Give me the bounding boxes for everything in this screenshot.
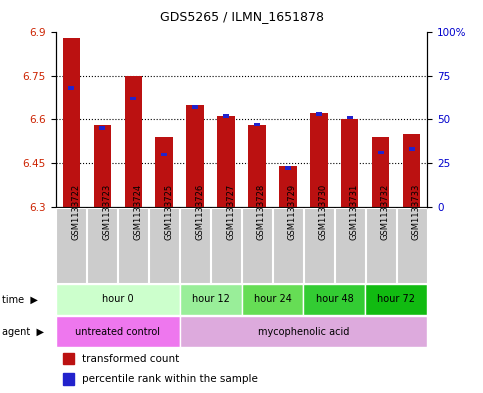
Text: agent  ▶: agent ▶ [2,327,44,337]
FancyBboxPatch shape [242,208,272,283]
FancyBboxPatch shape [273,208,303,283]
Text: GSM1133730: GSM1133730 [319,184,328,240]
Bar [341,119,358,207]
Text: hour 72: hour 72 [377,294,415,305]
FancyBboxPatch shape [118,208,148,283]
FancyBboxPatch shape [211,208,241,283]
Text: hour 12: hour 12 [192,294,229,305]
Text: GSM1133725: GSM1133725 [164,184,173,240]
Text: GDS5265 / ILMN_1651878: GDS5265 / ILMN_1651878 [159,10,324,23]
FancyBboxPatch shape [149,208,179,283]
Text: GSM1133732: GSM1133732 [381,184,390,240]
Bar [254,123,260,126]
Text: GSM1133733: GSM1133733 [412,184,421,240]
Text: GSM1133726: GSM1133726 [195,184,204,240]
FancyBboxPatch shape [397,208,427,283]
Bar [223,114,229,118]
Bar [280,166,297,207]
Bar [161,152,168,156]
Bar [372,137,389,207]
Bar [217,116,235,207]
Bar [129,97,136,100]
FancyBboxPatch shape [304,208,334,283]
Text: transformed count: transformed count [82,354,179,364]
Bar [284,167,291,170]
FancyBboxPatch shape [366,284,427,315]
Bar [378,151,384,154]
Bar [68,86,74,90]
Text: percentile rank within the sample: percentile rank within the sample [82,374,257,384]
Text: hour 48: hour 48 [315,294,354,305]
Bar [403,134,421,207]
Text: untreated control: untreated control [75,327,160,337]
Text: hour 24: hour 24 [254,294,291,305]
Bar [125,75,142,207]
Text: mycophenolic acid: mycophenolic acid [258,327,349,337]
Bar [347,116,354,119]
FancyBboxPatch shape [56,208,86,283]
Bar [62,38,80,207]
FancyBboxPatch shape [180,284,242,315]
Bar [192,105,199,109]
Bar [99,126,105,130]
Bar [63,373,74,385]
Text: GSM1133723: GSM1133723 [102,184,111,240]
FancyBboxPatch shape [242,284,303,315]
Bar [311,114,327,207]
FancyBboxPatch shape [87,208,117,283]
FancyBboxPatch shape [335,208,365,283]
Bar [63,353,74,364]
Text: GSM1133728: GSM1133728 [257,184,266,240]
Bar [315,112,322,116]
Text: GSM1133722: GSM1133722 [71,184,80,240]
Text: hour 0: hour 0 [102,294,133,305]
Bar [156,137,172,207]
Bar [248,125,266,207]
Bar [186,105,203,207]
FancyBboxPatch shape [303,284,366,315]
Bar [409,147,415,151]
FancyBboxPatch shape [366,208,396,283]
FancyBboxPatch shape [56,284,180,315]
Text: time  ▶: time ▶ [2,294,38,305]
Text: GSM1133731: GSM1133731 [350,184,359,240]
Text: GSM1133729: GSM1133729 [288,184,297,240]
FancyBboxPatch shape [180,316,427,347]
Bar [94,125,111,207]
FancyBboxPatch shape [180,208,210,283]
Text: GSM1133724: GSM1133724 [133,184,142,240]
Text: GSM1133727: GSM1133727 [226,184,235,240]
FancyBboxPatch shape [56,316,180,347]
